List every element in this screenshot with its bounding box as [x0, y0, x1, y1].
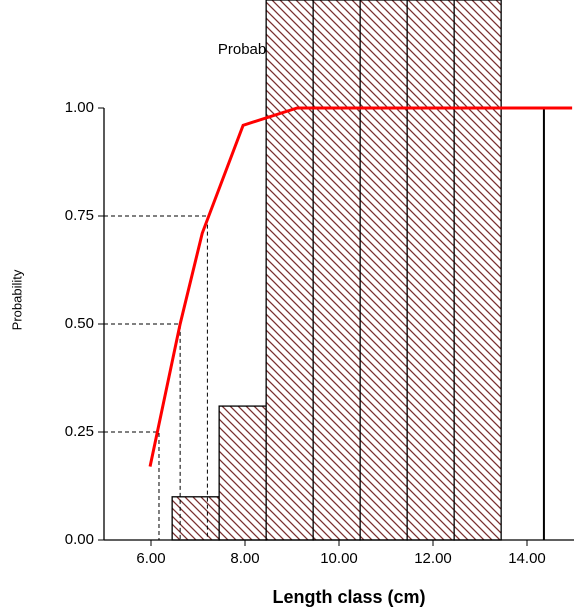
capture-curve: [148, 106, 573, 467]
reference-line: [104, 431, 160, 540]
y-tick-label: 0.25: [65, 423, 94, 440]
histogram-bar: [359, 0, 408, 541]
x-tick-label: 10.00: [320, 550, 358, 567]
histogram-bar: [453, 0, 502, 541]
reference-line: [104, 323, 181, 540]
y-tick-label: 0.75: [65, 207, 94, 224]
histogram-bar: [265, 0, 314, 541]
x-tick-label: 8.00: [230, 550, 259, 567]
y-tick-label: 0.00: [65, 531, 94, 548]
histogram-bar: [171, 496, 220, 541]
reference-line: [104, 215, 208, 540]
y-tick-label: 1.00: [65, 99, 94, 116]
x-axis-label: Length class (cm): [272, 587, 425, 607]
histogram-bar: [406, 0, 455, 541]
x-tick-label: 12.00: [414, 550, 452, 567]
x-tick-label: 6.00: [136, 550, 165, 567]
histogram-bar: [218, 405, 267, 541]
y-tick-label: 0.50: [65, 315, 94, 332]
y-axis-label: Probability: [9, 269, 24, 330]
histogram-bar: [312, 0, 361, 541]
x-tick-label: 14.00: [508, 550, 546, 567]
